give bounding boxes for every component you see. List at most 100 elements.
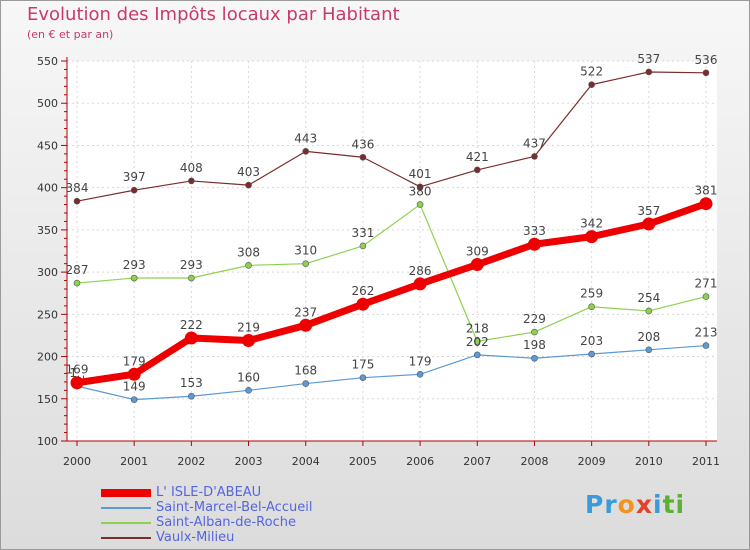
data-label-l-isle-d-abeau: 169	[66, 363, 89, 377]
chart-title: Evolution des Impôts locaux par Habitant	[27, 4, 400, 25]
data-point-l-isle-d-abeau	[127, 367, 141, 381]
data-point-l-isle-d-abeau	[585, 230, 599, 244]
data-point-l-isle-d-abeau	[242, 334, 256, 348]
data-point-saint-marcel-bel-accueil	[588, 350, 595, 358]
data-point-saint-alban-de-roche	[416, 201, 424, 208]
data-point-l-isle-d-abeau	[470, 258, 484, 272]
data-point-saint-alban-de-roche	[130, 274, 138, 282]
logo-part: o	[617, 490, 636, 519]
data-label-saint-marcel-bel-accueil: 153	[180, 376, 203, 390]
data-label-l-isle-d-abeau: 381	[695, 184, 718, 198]
data-point-saint-marcel-bel-accueil	[359, 374, 367, 381]
data-label-saint-marcel-bel-accueil: 213	[695, 326, 718, 340]
data-label-vaulx-milieu: 384	[66, 181, 89, 195]
data-point-saint-marcel-bel-accueil	[188, 392, 195, 400]
legend-label-saint-alban: Saint-Alban-de-Roche	[156, 515, 296, 530]
data-label-vaulx-milieu: 522	[580, 65, 603, 79]
data-point-vaulx-milieu	[245, 181, 252, 189]
x-tick-label: 2008	[520, 455, 548, 468]
x-tick-label: 2005	[349, 455, 377, 468]
data-point-vaulx-milieu	[130, 186, 138, 194]
data-label-saint-alban-de-roche: 259	[580, 287, 603, 301]
data-label-vaulx-milieu: 401	[409, 167, 432, 181]
logo-part: x	[635, 490, 653, 519]
data-label-saint-marcel-bel-accueil: 149	[123, 380, 146, 394]
legend-item-saint-alban: Saint-Alban-de-Roche	[101, 515, 421, 531]
data-label-vaulx-milieu: 537	[637, 52, 660, 66]
data-point-vaulx-milieu	[188, 177, 195, 185]
legend-item-saint-marcel: Saint-Marcel-Bel-Accueil	[101, 500, 421, 516]
logo-part: ti	[662, 490, 686, 519]
data-label-saint-alban-de-roche: 310	[294, 244, 317, 258]
data-label-vaulx-milieu: 408	[180, 161, 203, 175]
data-point-l-isle-d-abeau	[413, 277, 427, 291]
data-point-saint-marcel-bel-accueil	[416, 370, 424, 378]
data-label-l-isle-d-abeau: 333	[523, 224, 546, 238]
data-label-saint-alban-de-roche: 380	[409, 185, 432, 199]
data-label-saint-marcel-bel-accueil: 202	[466, 335, 489, 349]
data-point-saint-marcel-bel-accueil	[245, 387, 252, 394]
y-tick-label: 450	[37, 139, 58, 152]
data-point-saint-alban-de-roche	[359, 242, 367, 250]
y-tick-label: 400	[37, 182, 58, 195]
x-tick-label: 2011	[692, 455, 720, 468]
data-point-saint-marcel-bel-accueil	[645, 346, 653, 354]
data-point-l-isle-d-abeau	[527, 237, 541, 251]
data-point-vaulx-milieu	[416, 183, 424, 191]
data-point-saint-alban-de-roche	[473, 338, 481, 345]
data-label-vaulx-milieu: 536	[695, 53, 718, 67]
data-label-vaulx-milieu: 403	[237, 165, 260, 179]
y-tick-label: 500	[37, 97, 58, 110]
logo-part: Pr	[585, 490, 618, 519]
data-label-saint-marcel-bel-accueil: 208	[637, 330, 660, 344]
data-point-saint-alban-de-roche	[702, 293, 710, 300]
x-tick-label: 2006	[406, 455, 434, 468]
y-tick-label: 100	[37, 435, 58, 448]
data-label-l-isle-d-abeau: 262	[351, 284, 374, 298]
data-point-vaulx-milieu	[645, 68, 653, 76]
data-point-vaulx-milieu	[302, 148, 310, 155]
x-tick-label: 2007	[463, 455, 491, 468]
data-label-vaulx-milieu: 421	[466, 150, 489, 164]
data-label-l-isle-d-abeau: 357	[637, 204, 660, 218]
y-tick-label: 200	[37, 351, 58, 364]
x-tick-label: 2000	[63, 455, 91, 468]
data-label-saint-marcel-bel-accueil: 198	[523, 338, 546, 352]
data-label-saint-alban-de-roche: 218	[466, 321, 489, 335]
data-point-vaulx-milieu	[473, 166, 481, 174]
plot-background	[67, 61, 717, 441]
chart-subtitle: (en € et par an)	[27, 28, 114, 41]
data-point-saint-alban-de-roche	[645, 307, 653, 315]
x-tick-label: 2004	[292, 455, 320, 468]
data-label-saint-marcel-bel-accueil: 168	[294, 364, 317, 378]
data-label-saint-alban-de-roche: 271	[695, 277, 718, 291]
series-line-saint-marcel-bel-accueil	[76, 344, 707, 401]
data-point-vaulx-milieu	[73, 197, 81, 205]
data-label-saint-alban-de-roche: 287	[66, 263, 89, 277]
data-label-saint-alban-de-roche: 254	[637, 291, 660, 305]
data-label-saint-marcel-bel-accueil: 175	[351, 358, 374, 372]
y-tick-label: 150	[37, 393, 58, 406]
proxiti-logo: Proxiti	[585, 490, 685, 519]
y-tick-label: 550	[37, 55, 58, 68]
data-point-vaulx-milieu	[359, 153, 367, 161]
data-label-vaulx-milieu: 397	[123, 170, 146, 184]
data-point-vaulx-milieu	[588, 81, 595, 88]
y-tick-label: 300	[37, 266, 58, 279]
data-point-saint-marcel-bel-accueil	[473, 351, 481, 359]
data-label-vaulx-milieu: 443	[294, 131, 317, 145]
data-label-vaulx-milieu: 437	[523, 136, 546, 150]
x-tick-label: 2001	[120, 455, 148, 468]
series-line-l-isle-d-abeau	[73, 200, 710, 387]
data-point-saint-alban-de-roche	[245, 262, 252, 269]
data-point-l-isle-d-abeau	[356, 297, 370, 311]
data-label-saint-alban-de-roche: 308	[237, 245, 260, 259]
logo-part: i	[652, 490, 663, 519]
data-point-saint-marcel-bel-accueil	[702, 342, 710, 349]
data-label-saint-alban-de-roche: 331	[351, 226, 374, 240]
legend-swatch-isle-dabeau	[101, 489, 151, 497]
data-point-l-isle-d-abeau	[642, 217, 656, 231]
data-point-saint-marcel-bel-accueil	[531, 354, 538, 362]
